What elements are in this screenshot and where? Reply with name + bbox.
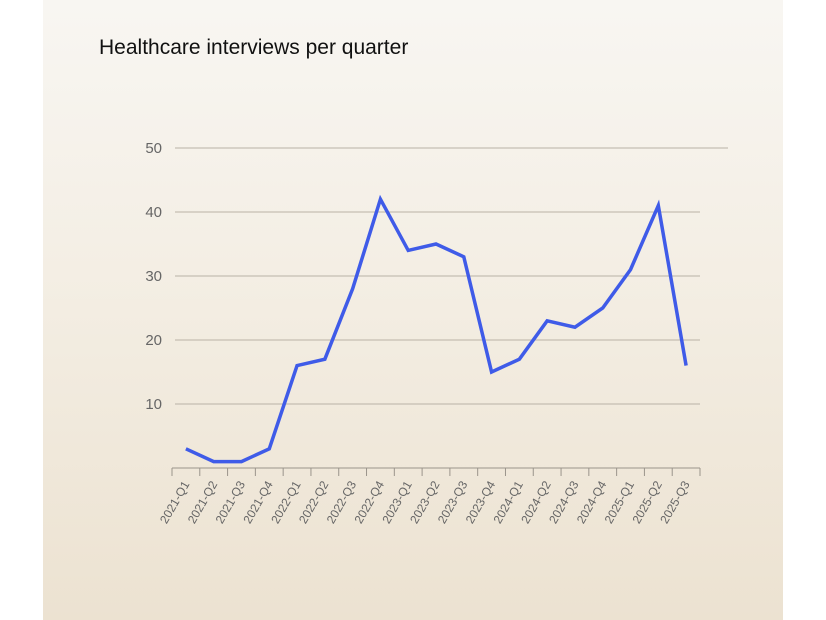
series-line <box>185 194 688 464</box>
y-tick-label: 10 <box>145 396 162 413</box>
y-tick-label: 20 <box>145 332 162 349</box>
chart-panel <box>43 0 783 620</box>
y-tick-label: 40 <box>145 204 162 221</box>
y-tick-label: 30 <box>145 268 162 285</box>
y-tick-label: 50 <box>145 140 162 157</box>
chart-title: Healthcare interviews per quarter <box>99 36 409 59</box>
